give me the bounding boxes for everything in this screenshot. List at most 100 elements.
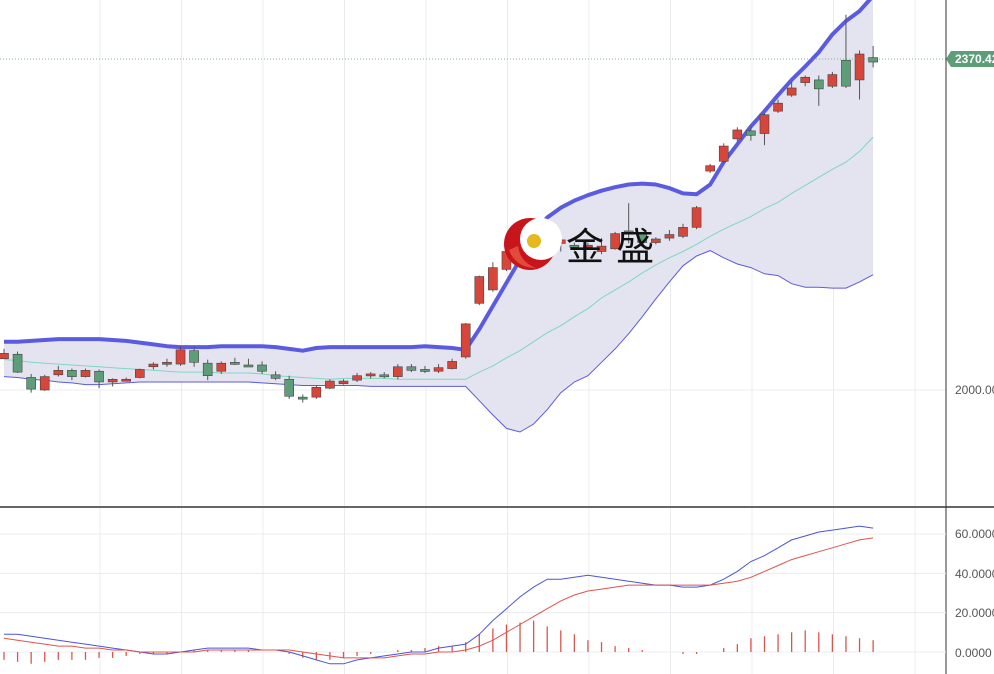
candle xyxy=(26,373,36,393)
candle-body xyxy=(868,57,878,63)
candle xyxy=(393,364,403,380)
candle xyxy=(297,394,308,403)
candle-body xyxy=(67,370,77,377)
candle xyxy=(12,351,23,374)
jinsheng-logo-watermark: 金 盛 xyxy=(504,218,654,270)
candle xyxy=(338,379,349,385)
candle-body xyxy=(148,363,159,368)
candle xyxy=(651,237,661,245)
candle xyxy=(94,369,104,389)
candle-body xyxy=(80,370,91,377)
indicator-histogram xyxy=(3,620,874,664)
candle xyxy=(216,361,227,374)
candle xyxy=(202,359,213,381)
candle-body xyxy=(827,74,838,87)
candle-body xyxy=(691,207,702,228)
candle xyxy=(311,385,322,399)
candle xyxy=(447,358,457,370)
candle-body xyxy=(569,244,580,248)
candle-body xyxy=(813,79,824,90)
candle-body xyxy=(338,380,349,385)
candle xyxy=(39,374,50,391)
candle-body xyxy=(325,380,335,389)
candle-body xyxy=(107,378,118,383)
candle-body xyxy=(583,244,593,248)
candle xyxy=(175,346,186,366)
candle-body xyxy=(162,361,172,365)
candle xyxy=(623,203,634,244)
candle-body xyxy=(474,276,485,304)
candle-body xyxy=(270,374,281,379)
candle-body xyxy=(39,376,50,391)
candle-body xyxy=(800,76,811,83)
candle-body xyxy=(284,378,294,397)
candle xyxy=(569,242,580,251)
candle-body xyxy=(705,165,715,172)
candle xyxy=(800,75,811,87)
candle-body xyxy=(379,374,390,378)
candle-body xyxy=(26,377,36,390)
indicator-tick-label: 0.0000 xyxy=(955,646,992,660)
candle xyxy=(420,365,430,374)
candle-body xyxy=(175,349,186,365)
candle xyxy=(488,262,498,292)
candle xyxy=(135,368,145,379)
candle xyxy=(230,357,240,365)
candle-body xyxy=(352,375,362,381)
candle xyxy=(0,348,9,360)
candle xyxy=(460,322,471,359)
candle xyxy=(786,81,797,97)
middle-band-line xyxy=(3,136,874,380)
candle xyxy=(718,143,729,164)
candle xyxy=(664,230,675,241)
candle xyxy=(746,126,756,141)
candle-body xyxy=(841,59,851,87)
candle xyxy=(406,364,417,373)
candle xyxy=(827,71,838,88)
current-price-tag: 2370.42 xyxy=(0,51,994,67)
candle xyxy=(732,127,743,142)
candle-body xyxy=(664,234,675,239)
candle-body xyxy=(406,366,417,371)
candle xyxy=(325,379,335,390)
candle xyxy=(433,364,444,374)
candle-body xyxy=(433,367,444,372)
candle xyxy=(637,231,648,248)
indicator-panel-grid xyxy=(0,508,946,674)
candle-body xyxy=(678,227,688,237)
indicator-lines xyxy=(3,525,874,665)
candle xyxy=(352,373,362,382)
candle xyxy=(67,368,77,381)
candle-body xyxy=(460,323,471,358)
candle-body xyxy=(121,378,132,382)
candle-body xyxy=(94,370,104,383)
candle-body xyxy=(759,114,770,134)
candle xyxy=(284,375,294,399)
candle xyxy=(773,99,783,113)
candle-body xyxy=(623,230,634,234)
candle xyxy=(841,14,851,88)
candle xyxy=(270,371,281,381)
candle-body xyxy=(773,102,783,112)
candle xyxy=(162,358,172,367)
current-price-label: 2370.42 xyxy=(955,52,994,66)
indicator-tick-label: 40.0000 xyxy=(955,567,994,581)
candle xyxy=(474,275,485,306)
candle-body xyxy=(651,238,661,243)
candle-body xyxy=(12,353,23,373)
indicator-tick-label: 20.0000 xyxy=(955,606,994,620)
candle-body xyxy=(732,129,743,140)
candle xyxy=(705,163,715,173)
candle xyxy=(759,112,770,146)
price-tick-label: 2000.00 xyxy=(955,383,994,397)
candle-body xyxy=(216,362,227,372)
lower-band-line xyxy=(3,250,874,433)
candle-body xyxy=(393,366,403,377)
candle-body xyxy=(420,369,430,372)
candle-body xyxy=(365,373,376,377)
candle xyxy=(854,50,865,100)
candle xyxy=(678,223,688,239)
signal-line xyxy=(3,537,874,659)
candle xyxy=(107,378,118,387)
